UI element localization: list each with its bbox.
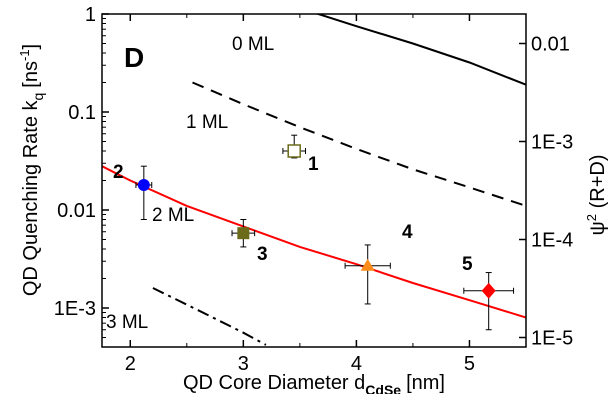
data-points	[135, 134, 515, 331]
data-point-3	[231, 218, 256, 248]
annotation-3ml: 3 ML	[106, 312, 148, 333]
curves	[102, 14, 526, 346]
annotation-1ml: 1 ML	[186, 112, 228, 133]
annotation-2ml: 2 ML	[152, 205, 194, 226]
data-point-4	[344, 244, 391, 305]
diamond-marker	[481, 282, 496, 299]
y-tick-label: 0.01	[57, 200, 96, 222]
point-label-3: 3	[257, 244, 268, 265]
circle-marker	[137, 178, 150, 191]
triangle-marker	[360, 258, 375, 271]
curve-3	[152, 287, 267, 346]
y2-axis-title: ψ2 (R+D)	[584, 155, 609, 236]
y-axis-title: QD Quenching Rate kq[ns-1]	[17, 44, 46, 296]
point-label-5: 5	[462, 254, 473, 275]
data-point-5	[463, 272, 515, 331]
curve-2	[102, 165, 526, 319]
square-marker	[237, 227, 250, 240]
open-square-marker	[287, 144, 301, 158]
y2-tick-label: 1E-5	[531, 328, 573, 350]
y-tick-label: 1E-3	[54, 298, 96, 320]
point-label-2: 2	[113, 162, 124, 183]
x-tick-label: 2	[125, 353, 136, 375]
x-tick-label: 4	[351, 353, 362, 375]
ticks: 2 3 4 5 1E-3 0.01 0.1 1 1E-5 1E-4 1E-3 0.01	[54, 4, 574, 375]
y2-tick-label: 1E-3	[531, 132, 573, 154]
point-label-1: 1	[308, 154, 319, 175]
curve-0	[315, 14, 526, 86]
x-tick-label: 5	[464, 353, 475, 375]
x-axis-title: QD Core Diameter dCdSe [nm]	[183, 372, 445, 394]
curve-1	[192, 81, 526, 207]
panel-label: D	[124, 42, 144, 73]
data-point-1	[282, 134, 307, 159]
y2-tick-label: 1E-4	[531, 230, 573, 252]
y-tick-label: 0.1	[68, 102, 96, 124]
x-tick-label: 3	[238, 353, 249, 375]
y2-tick-label: 0.01	[531, 34, 570, 56]
data-point-2	[135, 165, 153, 220]
point-label-4: 4	[402, 222, 413, 243]
annotation-0ml: 0 ML	[232, 34, 274, 55]
y-tick-label: 1	[85, 4, 96, 26]
